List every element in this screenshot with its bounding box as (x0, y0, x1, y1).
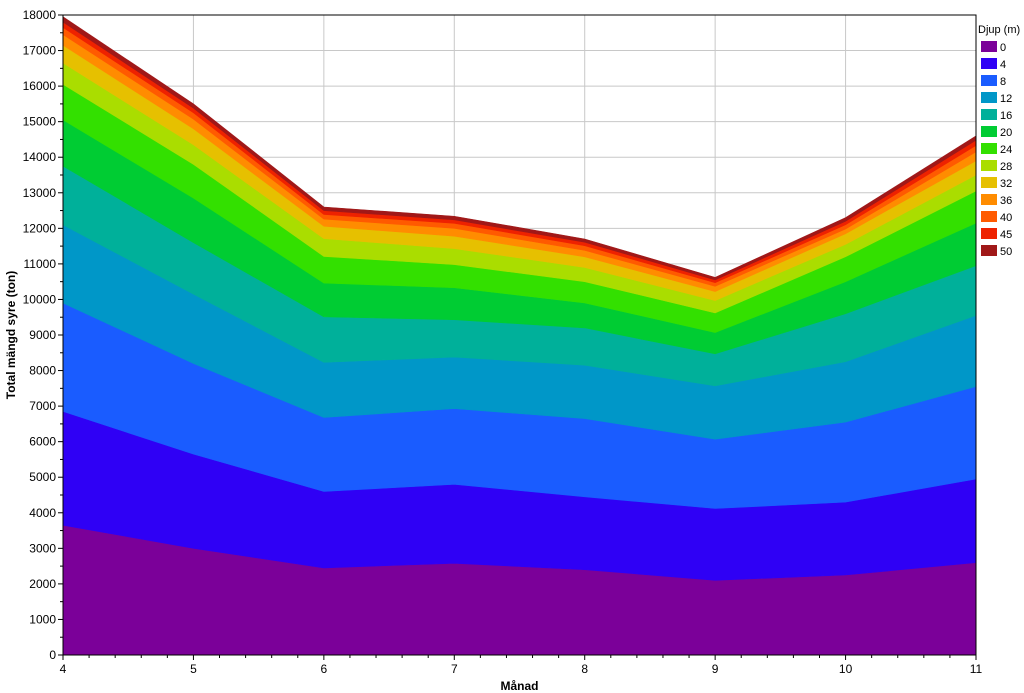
y-tick-label-5000: 5000 (29, 470, 56, 484)
y-tick-label-3000: 3000 (29, 541, 56, 555)
legend-label-16: 16 (1000, 110, 1012, 122)
x-tick-label-8: 8 (581, 662, 588, 676)
legend-label-32: 32 (1000, 178, 1012, 190)
legend-swatch-12 (981, 92, 997, 103)
legend: Djup (m) 0 4 8 12 16 20 24 28 32 36 40 45 50 (978, 24, 1020, 258)
legend-swatch-0 (981, 41, 997, 52)
legend-label-8: 8 (1000, 76, 1006, 88)
legend-label-0: 0 (1000, 42, 1006, 54)
x-tick-label-5: 5 (190, 662, 197, 676)
y-tick-label-17000: 17000 (23, 44, 57, 58)
y-tick-label-13000: 13000 (23, 186, 57, 200)
legend-label-36: 36 (1000, 195, 1012, 207)
y-tick-label-18000: 18000 (23, 8, 57, 22)
y-tick-label-8000: 8000 (29, 364, 56, 378)
x-tick-label-7: 7 (451, 662, 458, 676)
legend-title: Djup (m) (978, 24, 1020, 36)
y-tick-label-16000: 16000 (23, 79, 57, 93)
x-tick-label-9: 9 (712, 662, 719, 676)
legend-swatch-45 (981, 228, 997, 239)
x-axis-title: Månad (500, 679, 538, 693)
y-axis-title: Total mängd syre (ton) (4, 271, 18, 399)
legend-swatch-16 (981, 109, 997, 120)
y-tick-label-12000: 12000 (23, 221, 57, 235)
area-series (62, 16, 977, 656)
legend-label-12: 12 (1000, 93, 1012, 105)
legend-swatch-32 (981, 177, 997, 188)
legend-label-24: 24 (1000, 144, 1012, 156)
y-tick-label-7000: 7000 (29, 399, 56, 413)
legend-label-45: 45 (1000, 229, 1012, 241)
x-tick-label-11: 11 (970, 662, 983, 676)
legend-label-50: 50 (1000, 246, 1012, 258)
y-tick-label-1000: 1000 (29, 612, 56, 626)
x-tick-label-4: 4 (60, 662, 67, 676)
legend-swatch-8 (981, 75, 997, 86)
legend-label-4: 4 (1000, 59, 1006, 71)
legend-swatch-40 (981, 211, 997, 222)
legend-label-28: 28 (1000, 161, 1012, 173)
y-tick-label-10000: 10000 (23, 292, 57, 306)
legend-swatch-20 (981, 126, 997, 137)
legend-swatch-50 (981, 245, 997, 256)
y-tick-label-4000: 4000 (29, 506, 56, 520)
y-tick-label-6000: 6000 (29, 435, 56, 449)
y-tick-label-15000: 15000 (23, 115, 57, 129)
legend-swatch-4 (981, 58, 997, 69)
y-tick-label-11000: 11000 (24, 257, 57, 271)
y-tick-label-2000: 2000 (29, 577, 56, 591)
x-axis: 4 5 6 7 8 9 10 11 (60, 655, 983, 676)
y-tick-label-9000: 9000 (29, 328, 56, 342)
y-axis: 0 1000 2000 3000 4000 5000 6000 7000 8000 9000 100… (23, 8, 63, 662)
x-tick-label-6: 6 (321, 662, 328, 676)
legend-label-40: 40 (1000, 212, 1012, 224)
y-tick-label-0: 0 (49, 648, 56, 662)
legend-swatch-36 (981, 194, 997, 205)
legend-swatch-28 (981, 160, 997, 171)
x-tick-label-10: 10 (839, 662, 853, 676)
legend-label-20: 20 (1000, 127, 1012, 139)
y-tick-label-14000: 14000 (23, 150, 57, 164)
legend-swatch-24 (981, 143, 997, 154)
